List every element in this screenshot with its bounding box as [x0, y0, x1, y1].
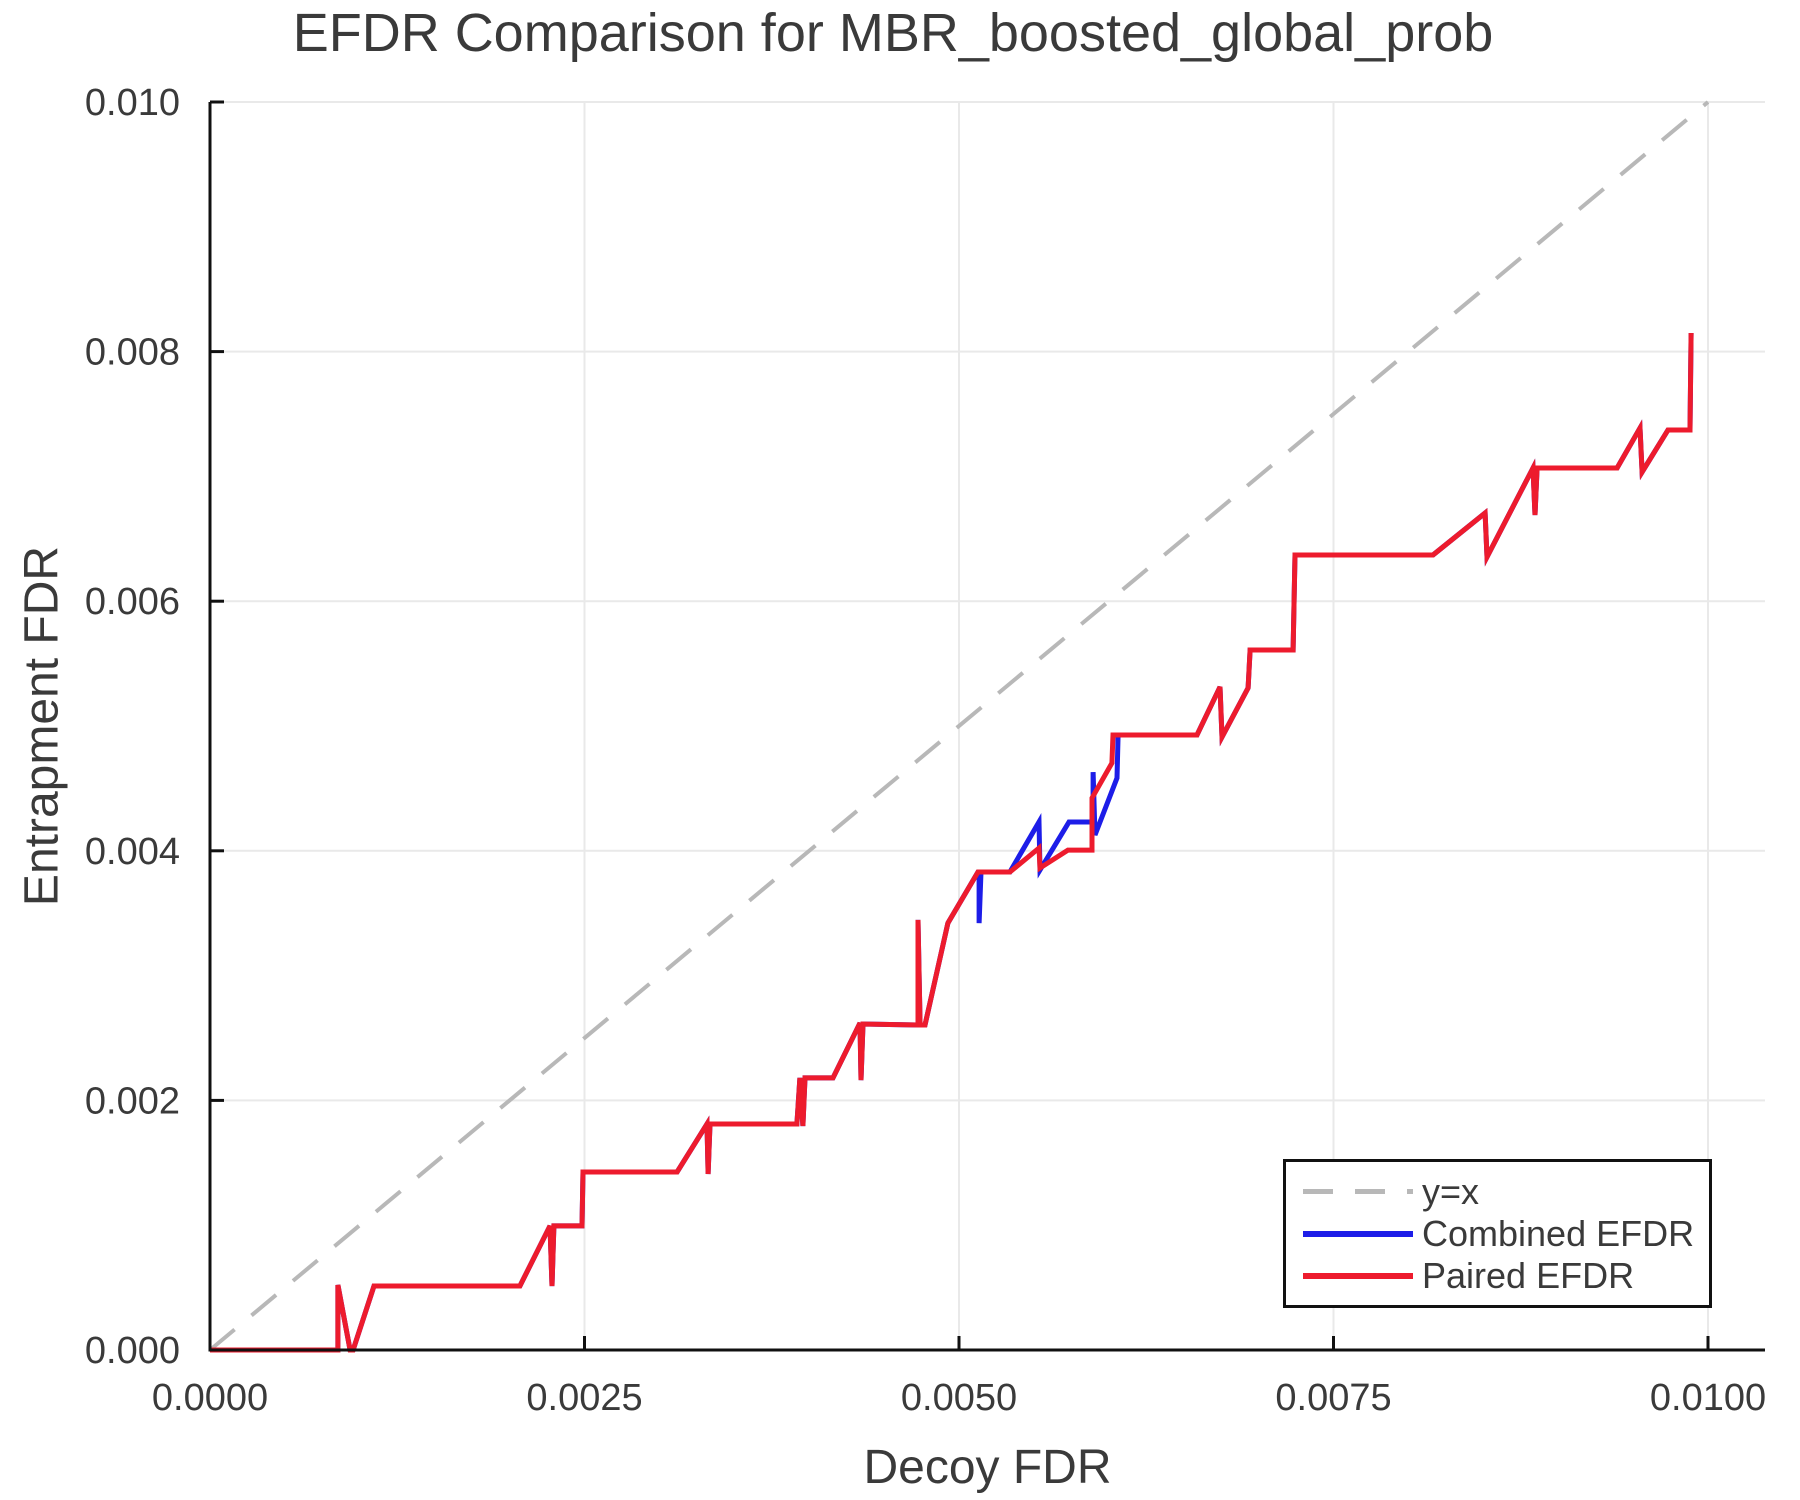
y-tick-label-0: 0.000	[85, 1330, 180, 1372]
combined-line-sample	[1303, 1230, 1413, 1237]
y-tick-label-3: 0.006	[85, 581, 180, 623]
legend-item-combined: Combined EFDR	[1286, 1215, 1709, 1253]
chart-title: EFDR Comparison for MBR_boosted_global_p…	[292, 3, 1494, 63]
x-tick-label-2: 0.0050	[901, 1377, 1017, 1419]
legend-item-identity: y=x	[1286, 1173, 1709, 1211]
paired-efdr-line	[210, 332, 1694, 1353]
x-tick-label-4: 0.0100	[1650, 1377, 1766, 1419]
y-axis-label: Entrapment FDR	[15, 545, 69, 907]
legend: y=x Combined EFDR Paired EFDR	[1283, 1159, 1712, 1308]
x-axis-label: Decoy FDR	[863, 1441, 1112, 1494]
x-tick-label-3: 0.0075	[1275, 1377, 1391, 1419]
legend-label-combined: Combined EFDR	[1422, 1212, 1695, 1254]
x-tick-label-0: 0.0000	[152, 1377, 268, 1419]
identity-line	[208, 100, 1710, 1352]
identity-line-sample	[1303, 1189, 1413, 1194]
legend-label-identity: y=x	[1422, 1170, 1480, 1212]
y-tick-label-1: 0.002	[85, 1080, 180, 1122]
x-tick-label-1: 0.0025	[526, 1377, 642, 1419]
paired-line-sample	[1303, 1272, 1413, 1279]
legend-label-paired: Paired EFDR	[1422, 1254, 1635, 1296]
y-tick-label-5: 0.010	[85, 82, 180, 124]
y-tick-label-4: 0.008	[85, 332, 180, 374]
y-tick-label-2: 0.004	[85, 831, 180, 873]
legend-item-paired: Paired EFDR	[1286, 1257, 1709, 1295]
